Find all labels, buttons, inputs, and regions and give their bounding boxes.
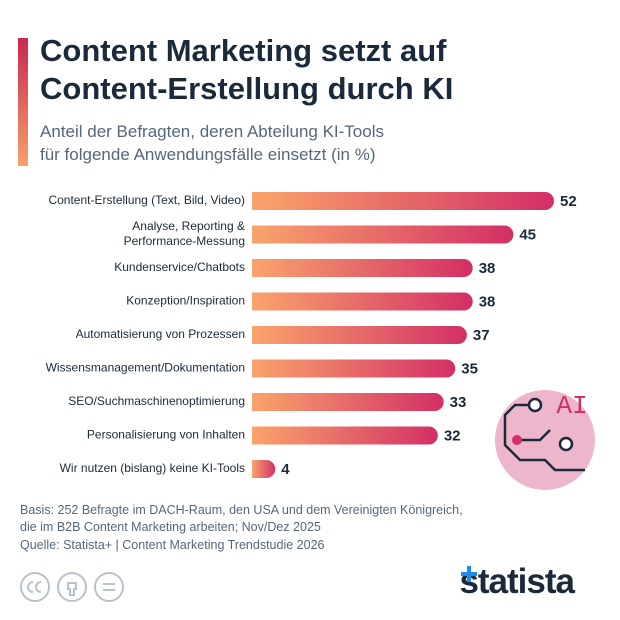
bar — [252, 460, 276, 478]
value-label: 38 — [479, 293, 496, 310]
brand-logo: statista — [459, 562, 575, 602]
category-label: Analyse, Reporting & Performance-Messung — [124, 219, 245, 248]
value-label: 52 — [560, 193, 577, 210]
icon-node — [558, 436, 574, 452]
brand-name: statista — [459, 562, 575, 601]
bar — [252, 426, 438, 445]
title-accent — [18, 38, 28, 166]
ai-icon: AI — [495, 390, 595, 490]
chart-note: Basis: 252 Befragte im DACH-Raum, den US… — [20, 503, 463, 534]
value-label: 45 — [519, 226, 536, 243]
value-label: 33 — [450, 394, 467, 411]
icon-text: AI — [556, 391, 587, 421]
chart-source: Quelle: Statista+ | Content Marketing Tr… — [20, 538, 325, 552]
icon-circle — [495, 390, 595, 490]
icon-node — [527, 397, 543, 413]
category-label: Content-Erstellung (Text, Bild, Video) — [48, 193, 245, 207]
bar — [252, 359, 456, 378]
icon-lines — [503, 403, 585, 472]
category-label: Automatisierung von Prozessen — [76, 327, 245, 341]
category-label: Kundenservice/Chatbots — [114, 260, 245, 274]
bar — [252, 225, 514, 244]
icon-nd — [103, 583, 115, 591]
category-label: Personalisierung von Inhalten — [87, 428, 245, 442]
bar — [252, 259, 473, 277]
icon-node — [512, 435, 522, 445]
category-label: Konzeption/Inspiration — [126, 294, 245, 308]
icon-by — [57, 572, 87, 602]
icon-by — [67, 578, 77, 596]
bar — [252, 393, 444, 411]
value-label: 35 — [461, 360, 478, 377]
icon-nd — [94, 572, 124, 602]
icon-cc — [27, 581, 42, 593]
bar — [252, 326, 467, 344]
brand-plus — [461, 566, 478, 582]
value-label: 38 — [479, 260, 496, 277]
value-label: 37 — [473, 327, 490, 344]
value-label: 4 — [281, 461, 290, 478]
bar — [252, 292, 473, 311]
chart-subtitle: Anteil der Befragten, deren Abteilung KI… — [40, 122, 384, 164]
category-label: SEO/Suchmaschinenoptimierung — [68, 394, 245, 408]
icon-cc — [20, 572, 50, 602]
chart-title: Content Marketing setzt auf Content-Erst… — [40, 33, 454, 106]
category-label: Wissensmanagement/Dokumentation — [46, 361, 245, 375]
license-icons — [20, 572, 124, 602]
value-label: 32 — [444, 427, 461, 444]
category-label: Wir nutzen (bislang) keine KI-Tools — [60, 461, 245, 475]
bar — [252, 192, 554, 210]
